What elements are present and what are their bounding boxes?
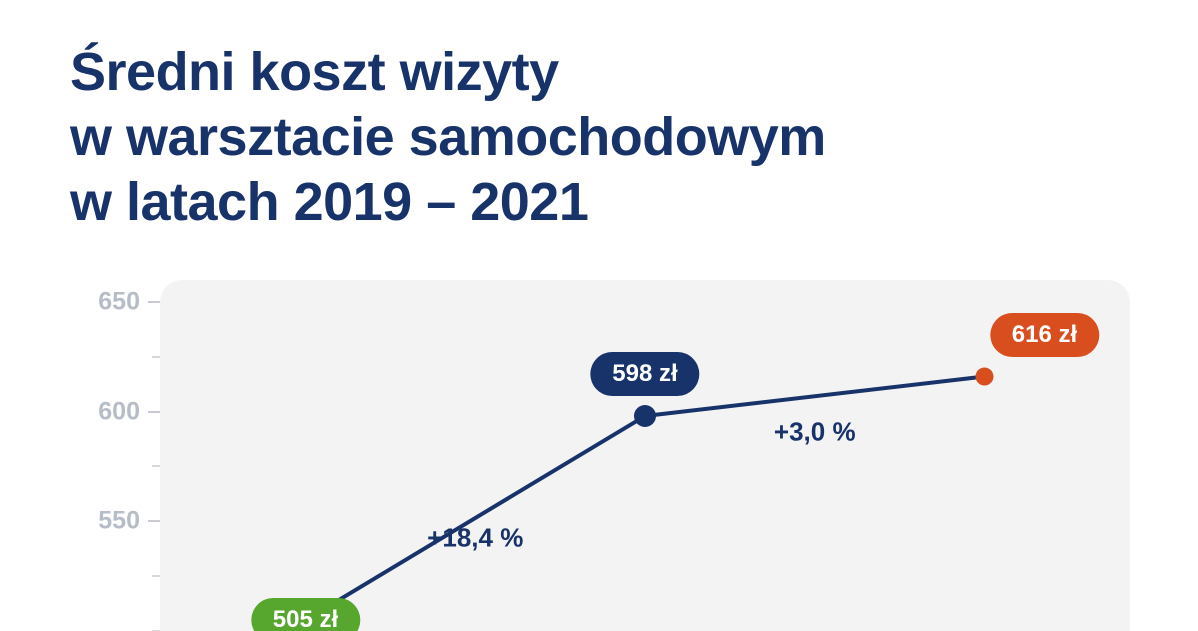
page-root: Średni koszt wizyty w warsztacie samocho… [0, 0, 1198, 631]
y-tick-mark [148, 520, 160, 522]
chart-title: Średni koszt wizyty w warsztacie samocho… [70, 40, 826, 234]
chart-line-layer [160, 280, 1130, 631]
y-tick-minor [152, 465, 160, 467]
y-tick-minor [152, 575, 160, 577]
y-tick-mark [148, 301, 160, 303]
segment-pct-label: +18,4 % [427, 523, 523, 554]
chart-area: 550 600 650 505 zł 598 zł 616 zł +18,4 % +3,0 % [70, 280, 1130, 631]
chart-point-marker [634, 405, 656, 427]
y-tick-label: 550 [70, 507, 140, 536]
chart-point-marker [976, 368, 994, 386]
y-tick-label: 600 [70, 397, 140, 426]
segment-pct-label: +3,0 % [774, 417, 856, 448]
value-pill: 505 zł [251, 598, 360, 631]
value-pill: 616 zł [990, 313, 1099, 357]
value-pill: 598 zł [590, 352, 699, 396]
y-tick-label: 650 [70, 287, 140, 316]
y-tick-minor [152, 356, 160, 358]
y-tick-mark [148, 411, 160, 413]
